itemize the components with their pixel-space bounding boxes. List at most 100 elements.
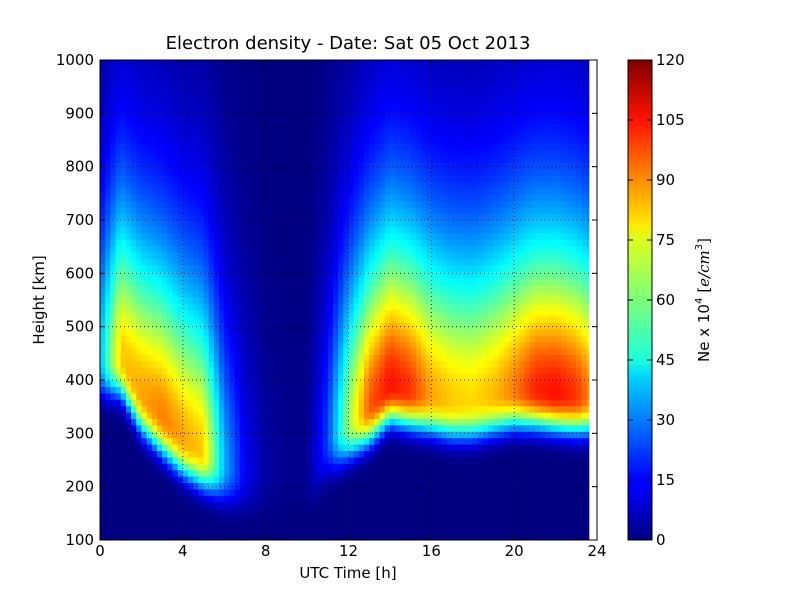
heatmap-cell — [182, 463, 189, 471]
heatmap-cell — [229, 514, 236, 522]
heatmap-cell — [426, 482, 432, 490]
heatmap-cell — [244, 405, 251, 413]
heatmap-cell — [276, 258, 282, 266]
heatmap-cell — [281, 252, 287, 259]
heatmap-cell — [224, 392, 231, 400]
heatmap-cell — [353, 162, 360, 170]
heatmap-cell — [234, 322, 241, 330]
heatmap-cell — [136, 85, 143, 93]
heatmap-cell — [213, 264, 220, 272]
heatmap-cell — [167, 66, 174, 74]
heatmap-cell — [426, 412, 432, 419]
heatmap-cell — [188, 271, 194, 279]
heatmap-cell — [400, 501, 407, 509]
heatmap-cell — [172, 66, 179, 74]
heatmap-cell — [172, 495, 179, 503]
heatmap-cell — [436, 322, 443, 330]
heatmap-cell — [120, 143, 127, 151]
heatmap-cell — [431, 488, 438, 496]
heatmap-cell — [219, 303, 225, 311]
heatmap-cell — [136, 488, 143, 496]
heatmap-cell — [317, 194, 324, 202]
heatmap-cell — [301, 66, 308, 74]
heatmap-cell — [188, 264, 194, 272]
heatmap-cell — [136, 181, 143, 189]
heatmap-cell — [291, 200, 298, 208]
heatmap-cell — [405, 482, 412, 490]
heatmap-cell — [125, 200, 132, 208]
heatmap-cell — [198, 188, 205, 195]
heatmap-cell — [172, 220, 179, 227]
heatmap-cell — [410, 79, 417, 87]
heatmap-cell — [110, 309, 117, 317]
heatmap-cell — [353, 431, 360, 439]
heatmap-cell — [198, 392, 205, 400]
heatmap-cell — [177, 130, 184, 138]
heatmap-cell — [317, 92, 324, 99]
heatmap-cell — [348, 303, 355, 311]
heatmap-cell — [255, 488, 262, 496]
heatmap-cell — [281, 85, 287, 93]
heatmap-cell — [343, 360, 350, 368]
heatmap-cell — [110, 399, 117, 407]
heatmap-cell — [410, 296, 417, 304]
heatmap-cell — [229, 328, 236, 336]
heatmap-cell — [332, 200, 339, 208]
heatmap-cell — [125, 117, 132, 125]
heatmap-cell — [358, 232, 365, 240]
heatmap-cell — [203, 66, 210, 74]
heatmap-cell — [213, 303, 220, 311]
heatmap-cell — [244, 264, 251, 272]
heatmap-cell — [436, 463, 443, 471]
heatmap-cell — [239, 495, 246, 503]
heatmap-cell — [177, 405, 184, 413]
heatmap-cell — [405, 79, 412, 87]
heatmap-cell — [100, 181, 106, 189]
heatmap-cell — [224, 277, 231, 285]
heatmap-cell — [276, 424, 282, 432]
heatmap-cell — [307, 380, 313, 387]
heatmap-cell — [301, 277, 308, 285]
heatmap-cell — [420, 104, 427, 112]
heatmap-cell — [193, 437, 199, 445]
heatmap-cell — [188, 188, 194, 195]
heatmap-cell — [415, 316, 422, 323]
heatmap-cell — [343, 482, 350, 490]
heatmap-cell — [296, 271, 303, 279]
heatmap-cell — [327, 444, 334, 451]
heatmap-cell — [131, 207, 137, 215]
heatmap-cell — [224, 380, 231, 387]
heatmap-cell — [301, 450, 308, 458]
heatmap-cell — [250, 533, 256, 540]
heatmap-cell — [322, 482, 329, 490]
heatmap-cell — [219, 501, 225, 509]
heatmap-cell — [379, 482, 386, 490]
heatmap-cell — [265, 367, 272, 375]
heatmap-cell — [105, 264, 111, 272]
heatmap-cell — [431, 130, 438, 138]
heatmap-cell — [162, 188, 168, 195]
heatmap-cell — [219, 85, 225, 93]
heatmap-cell — [400, 207, 407, 215]
heatmap-cell — [172, 239, 179, 247]
heatmap-cell — [182, 444, 189, 451]
heatmap-cell — [208, 264, 215, 272]
heatmap-cell — [198, 514, 205, 522]
heatmap-cell — [327, 124, 334, 131]
heatmap-cell — [265, 469, 272, 477]
heatmap-cell — [384, 399, 391, 407]
heatmap-cell — [156, 501, 163, 509]
heatmap-cell — [353, 488, 360, 496]
heatmap-cell — [255, 124, 262, 131]
heatmap-cell — [389, 220, 396, 227]
heatmap-cell — [260, 348, 267, 355]
heatmap-cell — [312, 264, 319, 272]
heatmap-cell — [234, 117, 241, 125]
heatmap-cell — [343, 495, 350, 503]
heatmap-cell — [141, 124, 148, 131]
heatmap-cell — [244, 444, 251, 451]
heatmap-cell — [219, 520, 225, 528]
heatmap-cell — [420, 309, 427, 317]
heatmap-cell — [348, 124, 355, 131]
heatmap-cell — [100, 92, 106, 99]
